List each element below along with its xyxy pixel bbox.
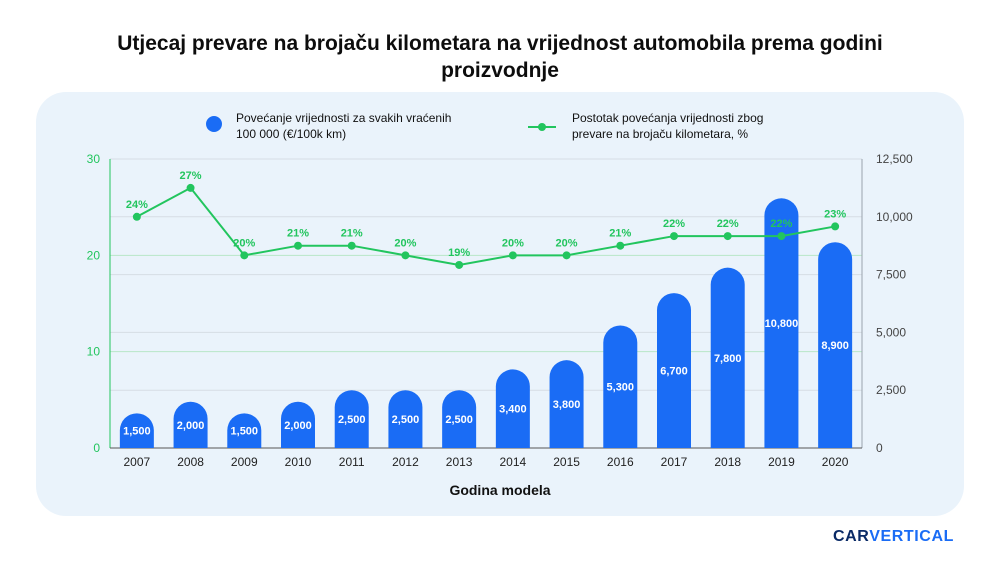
legend-bar-label-line1: Povećanje vrijednosti za svakih vraćenih: [236, 111, 451, 125]
y-right-tick-label: 12,500: [876, 152, 913, 166]
y-left-tick-label: 30: [87, 152, 101, 166]
line-point: [616, 241, 625, 250]
line-data-label: 20%: [556, 237, 578, 249]
x-tick-label: 2010: [285, 455, 312, 469]
legend-bar-swatch: [206, 116, 222, 132]
grid-lines: [110, 158, 862, 449]
bar: [334, 390, 369, 448]
y-right-tick-label: 5,000: [876, 325, 906, 339]
x-tick-label: 2014: [500, 455, 527, 469]
bar-data-label: 10,800: [765, 318, 799, 330]
line-point: [132, 212, 141, 221]
line-data-label: 23%: [824, 208, 846, 220]
line-point: [831, 222, 840, 231]
line-data-label: 19%: [448, 247, 470, 259]
logo-text-car: CAR: [833, 528, 870, 545]
y-right-tick-label: 10,000: [876, 210, 913, 224]
line-path: [136, 186, 836, 266]
bar-data-label: 1,500: [231, 426, 259, 438]
line-data-label: 21%: [341, 228, 363, 240]
y-left-tick-label: 10: [87, 345, 101, 359]
line-point: [670, 232, 678, 241]
bar-data-label: 6,700: [660, 366, 688, 378]
line-data-label: 20%: [233, 237, 255, 249]
x-axis-title: Godina modela: [449, 482, 550, 498]
bar-data-label: 7,800: [714, 353, 742, 365]
chart-title: Utjecaj prevare na brojaču kilometara na…: [117, 32, 883, 82]
line-data-label: 22%: [717, 218, 739, 230]
line-data-label: 22%: [663, 218, 685, 230]
line-data-label: 20%: [502, 237, 524, 249]
x-tick-label: 2009: [231, 455, 258, 469]
line-point: [240, 251, 249, 260]
bar: [603, 325, 638, 448]
legend: Povećanje vrijednosti za svakih vraćenih…: [206, 111, 763, 141]
line-point: [508, 251, 517, 260]
bar: [442, 390, 477, 448]
y-left-tick-label: 0: [93, 441, 100, 455]
logo-text-vertical: VERTICAL: [869, 528, 954, 545]
bar: [281, 401, 315, 448]
bar-data-label: 5,300: [607, 382, 635, 394]
bar: [657, 293, 691, 448]
x-tick-label: 2011: [339, 455, 365, 469]
line-series: 24% 27% 20% 21% 21% 20% 19% 20% 20% 21% 22% 22% 22% 2…: [126, 170, 846, 269]
x-tick-label: 2015: [553, 455, 580, 469]
x-tick-label: 2007: [124, 455, 151, 469]
legend-line-label-line2: prevare na brojaču kilometara, %: [572, 127, 748, 141]
bar-data-label: 2,500: [445, 414, 473, 426]
bar-data-label: 3,400: [499, 404, 527, 416]
axes: 0 10 20 30 0 2,500 5,000 7,500 10,000 12,500 2007 2…: [87, 152, 913, 469]
x-tick-label: 2020: [822, 455, 849, 469]
bar-data-label: 8,900: [821, 340, 849, 352]
bar: [227, 413, 262, 448]
bar: [173, 401, 208, 448]
bar: [710, 267, 745, 448]
line-data-label: 21%: [287, 228, 309, 240]
y-right-tick-label: 2,500: [876, 383, 906, 397]
bar: [495, 369, 530, 448]
bar-data-label: 2,500: [338, 414, 366, 426]
bar-series: 1,500 2,000 1,500 2,000 2,500 2,500 2,500 3,400…: [119, 198, 853, 448]
line-data-label: 22%: [770, 218, 792, 230]
line-point: [401, 251, 410, 260]
y-right-tick-label: 0: [876, 441, 883, 455]
bar-data-label: 2,500: [392, 414, 420, 426]
bar-data-label: 1,500: [123, 426, 151, 438]
bar-data-label: 2,000: [177, 420, 205, 432]
line-data-label: 24%: [126, 199, 148, 211]
line-point: [562, 251, 571, 260]
legend-bar-label-line2: 100 000 (€/100k km): [236, 127, 346, 141]
x-tick-label: 2012: [392, 455, 419, 469]
line-point: [455, 260, 464, 269]
carvertical-logo: CARVERTICAL: [833, 528, 954, 546]
legend-line-marker: [538, 123, 546, 131]
y-right-tick-label: 7,500: [876, 268, 906, 282]
x-tick-label: 2017: [661, 455, 688, 469]
line-data-label: 20%: [394, 237, 416, 249]
x-tick-label: 2013: [446, 455, 473, 469]
x-tick-label: 2018: [714, 455, 741, 469]
line-point: [347, 241, 356, 250]
line-data-label: 27%: [180, 170, 202, 182]
bar: [549, 360, 584, 448]
bar-data-label: 3,800: [553, 399, 581, 411]
line-point: [294, 241, 302, 250]
x-tick-label: 2008: [177, 455, 204, 469]
line-point: [777, 232, 786, 241]
bar: [818, 242, 853, 448]
bar-data-label: 2,000: [284, 420, 312, 432]
line-point: [186, 183, 195, 192]
x-tick-label: 2016: [607, 455, 634, 469]
legend-line-label-line1: Postotak povećanja vrijednosti zbog: [572, 111, 763, 125]
bar: [388, 390, 423, 448]
line-data-label: 21%: [609, 228, 631, 240]
y-left-tick-label: 20: [87, 248, 101, 262]
bar: [764, 198, 799, 448]
bar: [119, 413, 154, 448]
x-tick-label: 2019: [768, 455, 795, 469]
line-point: [723, 232, 732, 241]
